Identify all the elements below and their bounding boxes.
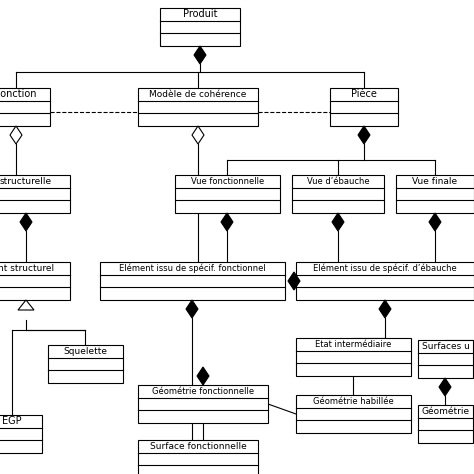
FancyBboxPatch shape xyxy=(418,405,473,443)
Text: Modèle de cohérence: Modèle de cohérence xyxy=(149,90,246,99)
Text: Vue fonctionnelle: Vue fonctionnelle xyxy=(191,177,264,186)
FancyBboxPatch shape xyxy=(138,385,268,423)
Text: Géométrie: Géométrie xyxy=(421,407,470,416)
Text: nt structurel: nt structurel xyxy=(0,264,54,273)
Polygon shape xyxy=(429,213,441,231)
FancyBboxPatch shape xyxy=(292,175,384,213)
Polygon shape xyxy=(288,272,300,290)
Text: Géométrie fonctionnelle: Géométrie fonctionnelle xyxy=(152,387,254,396)
Polygon shape xyxy=(18,300,34,310)
Text: Pièce: Pièce xyxy=(351,89,377,100)
Text: Elément issu de spécif. d’ébauche: Elément issu de spécif. d’ébauche xyxy=(313,264,457,273)
FancyBboxPatch shape xyxy=(175,175,280,213)
Polygon shape xyxy=(332,213,344,231)
FancyBboxPatch shape xyxy=(296,395,411,433)
Polygon shape xyxy=(439,378,451,396)
FancyBboxPatch shape xyxy=(396,175,474,213)
Text: Squelette: Squelette xyxy=(64,347,108,356)
Polygon shape xyxy=(20,213,32,231)
FancyBboxPatch shape xyxy=(0,415,42,453)
Text: Surface fonctionnelle: Surface fonctionnelle xyxy=(150,442,246,451)
FancyBboxPatch shape xyxy=(100,262,285,300)
Polygon shape xyxy=(194,46,206,64)
FancyBboxPatch shape xyxy=(48,345,123,383)
Text: Etat intermédiaire: Etat intermédiaire xyxy=(315,340,392,349)
FancyBboxPatch shape xyxy=(0,88,50,126)
Polygon shape xyxy=(192,126,204,144)
Polygon shape xyxy=(10,126,22,144)
Text: structurelle: structurelle xyxy=(0,177,52,186)
Polygon shape xyxy=(221,213,233,231)
FancyBboxPatch shape xyxy=(418,340,473,378)
FancyBboxPatch shape xyxy=(0,175,70,213)
Text: Elément issu de spécif. fonctionnel: Elément issu de spécif. fonctionnel xyxy=(119,264,266,273)
Text: Vue d’ébauche: Vue d’ébauche xyxy=(307,177,369,186)
Text: Produit: Produit xyxy=(183,9,217,19)
Text: Surfaces u: Surfaces u xyxy=(421,342,469,351)
FancyBboxPatch shape xyxy=(0,262,70,300)
FancyBboxPatch shape xyxy=(138,88,258,126)
Polygon shape xyxy=(358,126,370,144)
FancyBboxPatch shape xyxy=(296,338,411,376)
Text: Géométrie habillée: Géométrie habillée xyxy=(313,397,394,406)
Text: Vue finale: Vue finale xyxy=(412,177,457,186)
FancyBboxPatch shape xyxy=(138,440,258,474)
Polygon shape xyxy=(379,300,391,318)
Polygon shape xyxy=(186,300,198,318)
Polygon shape xyxy=(197,367,209,385)
FancyBboxPatch shape xyxy=(160,8,240,46)
FancyBboxPatch shape xyxy=(296,262,474,300)
Text: EGP: EGP xyxy=(2,416,22,426)
Text: Fonction: Fonction xyxy=(0,89,37,100)
FancyBboxPatch shape xyxy=(330,88,398,126)
